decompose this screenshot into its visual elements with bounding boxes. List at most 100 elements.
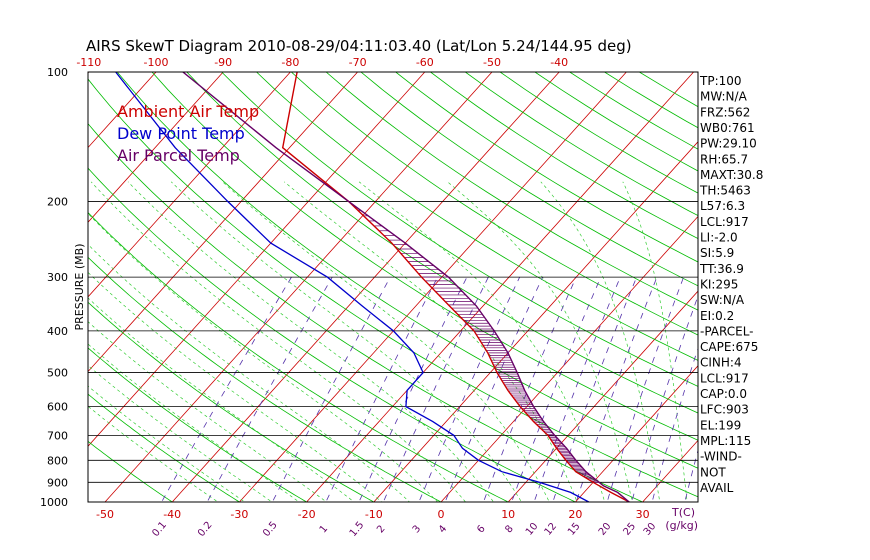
index-value: PW:29.10 — [700, 137, 757, 151]
bottom-temp-tick-label: -20 — [298, 508, 316, 521]
top-temp-tick-label: -110 — [76, 56, 101, 69]
pressure-tick-label: 800 — [47, 454, 68, 467]
index-value: AVAIL — [700, 481, 734, 495]
index-value: -WIND- — [700, 450, 742, 464]
index-value: LI:-2.0 — [700, 231, 738, 245]
index-value: L57:6.3 — [700, 199, 745, 213]
moist-adiabat — [88, 405, 219, 502]
mixing-unit-label: (g/kg) — [665, 519, 698, 532]
legend-entry: Dew Point Temp — [117, 124, 245, 143]
pressure-tick-label: 700 — [47, 429, 68, 442]
moist-adiabat — [222, 181, 550, 502]
moist-adiabat — [88, 271, 383, 502]
mixing-ratio-tick-label: 8 — [503, 523, 516, 535]
isotherm-line — [88, 72, 358, 373]
legend-entry: Air Parcel Temp — [117, 146, 240, 165]
pressure-tick-label: 900 — [47, 476, 68, 489]
dry-adiabat — [88, 301, 375, 502]
mixing-ratio-tick-label: 4 — [437, 523, 450, 535]
mixing-ratio-line — [358, 277, 468, 502]
dry-adiabat — [151, 72, 698, 441]
top-temp-tick-label: -50 — [483, 56, 501, 69]
isotherm-line — [88, 72, 426, 447]
top-temp-tick-label: -70 — [349, 56, 367, 69]
mixing-ratio-line — [552, 277, 637, 502]
mixing-ratio-line — [511, 277, 602, 502]
dry-adiabat — [116, 72, 698, 469]
index-value: TP:100 — [699, 74, 742, 88]
dry-adiabat — [221, 72, 698, 387]
index-value: EL:199 — [700, 418, 741, 432]
index-value: MW:N/A — [700, 90, 748, 104]
ambient-temp-line — [281, 72, 630, 502]
pressure-tick-label: 200 — [47, 195, 68, 208]
mixing-ratio-tick-label: 2 — [375, 523, 388, 535]
index-value: CAP:0.0 — [700, 387, 747, 401]
index-value: EI:0.2 — [700, 309, 734, 323]
index-value: MAXT:30.8 — [700, 168, 763, 182]
bottom-temp-tick-label: -30 — [230, 508, 248, 521]
index-value: NOT — [700, 465, 726, 479]
bottom-temp-tick-label: 20 — [568, 508, 582, 521]
pressure-tick-label: 1000 — [40, 496, 68, 509]
index-value: KI:295 — [700, 277, 738, 291]
index-value: TH:5463 — [699, 184, 751, 198]
index-value: SI:5.9 — [700, 246, 734, 260]
index-value: RH:65.7 — [700, 152, 748, 166]
pressure-tick-label: 400 — [47, 325, 68, 338]
index-value: CAPE:675 — [700, 340, 758, 354]
index-value: CINH:4 — [700, 356, 742, 370]
pressure-tick-label: 300 — [47, 271, 68, 284]
mixing-ratio-line — [631, 294, 698, 502]
isotherm-line — [171, 72, 560, 502]
top-temp-tick-label: -60 — [416, 56, 434, 69]
moist-adiabat — [88, 385, 246, 502]
cape-hatching — [358, 210, 600, 483]
mixing-ratio-line — [533, 277, 621, 502]
isotherm-line — [507, 290, 698, 502]
isotherm-line — [239, 72, 627, 502]
mixing-ratio-tick-label: 6 — [475, 523, 488, 535]
mixing-ratio-tick-label: 3 — [411, 523, 424, 535]
dry-adiabat — [88, 347, 308, 502]
moist-adiabat — [90, 181, 467, 502]
pressure-tick-label: 100 — [47, 66, 68, 79]
moist-adiabat — [88, 297, 355, 502]
dry-adiabat — [325, 72, 698, 311]
isotherm-line — [88, 72, 224, 223]
bottom-temp-tick-label: 10 — [501, 508, 515, 521]
mixing-ratio-tick-label: 1 — [318, 523, 331, 535]
legend-entry: Ambient Air Temp — [117, 102, 259, 121]
profiles — [115, 72, 630, 502]
bottom-temp-tick-label: 0 — [438, 508, 445, 521]
dry-adiabat — [360, 72, 698, 287]
index-value: SW:N/A — [700, 293, 745, 307]
mixing-ratio-line — [684, 448, 698, 502]
grid — [88, 72, 698, 502]
dry-adiabat — [88, 256, 442, 502]
mixing-ratio-line — [651, 347, 698, 502]
isotherm-line — [575, 365, 698, 502]
index-value: MPL:115 — [700, 434, 751, 448]
chart-title: AIRS SkewT Diagram 2010-08-29/04:11:03.4… — [86, 37, 632, 55]
top-temp-tick-label: -90 — [214, 56, 232, 69]
moist-adiabat — [170, 181, 522, 502]
mixing-ratio-line — [325, 277, 438, 502]
top-temp-tick-label: -80 — [281, 56, 299, 69]
index-value: FRZ:562 — [700, 105, 750, 119]
pressure-tick-label: 500 — [47, 367, 68, 380]
bottom-temp-tick-label: -40 — [163, 508, 181, 521]
top-temp-tick-label: -40 — [550, 56, 568, 69]
dry-adiabat — [395, 72, 698, 263]
dry-adiabat — [256, 72, 698, 361]
mixing-ratio-line — [482, 277, 577, 502]
mixing-ratio-line — [606, 277, 684, 502]
dry-adiabat — [88, 440, 173, 502]
temp-unit-label: T(C) — [671, 506, 695, 519]
index-value: WB0:761 — [700, 121, 755, 135]
index-value: -PARCEL- — [700, 324, 754, 338]
y-axis-label: PRESSURE (MB) — [73, 244, 86, 331]
